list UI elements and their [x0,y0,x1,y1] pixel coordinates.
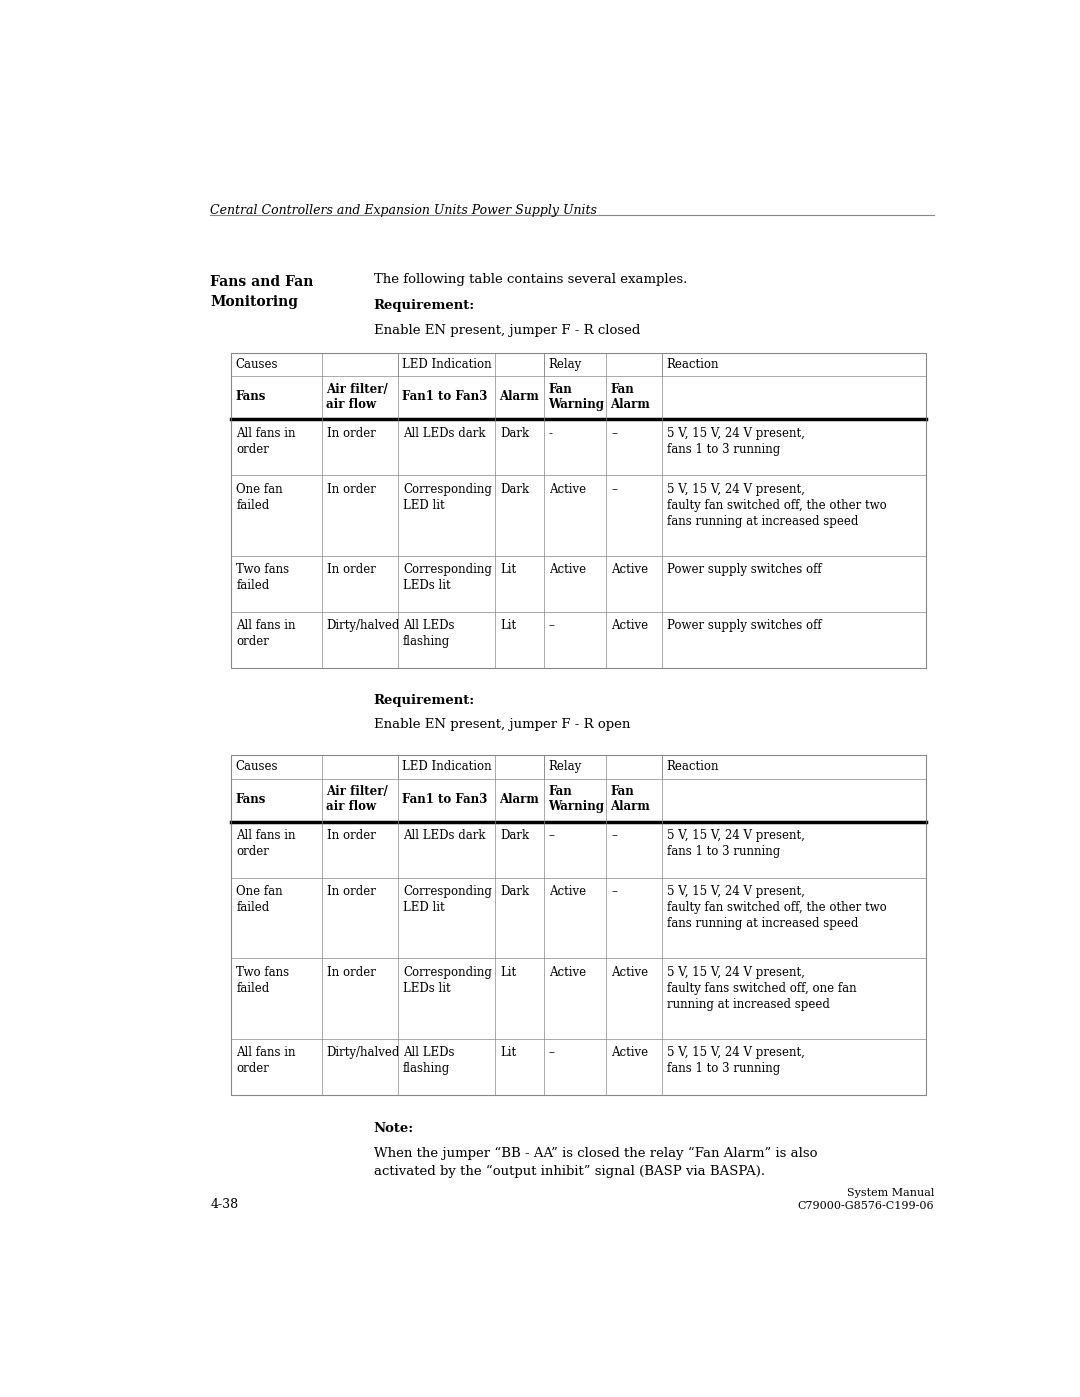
Text: Fan1 to Fan3: Fan1 to Fan3 [402,792,487,806]
Text: Relay: Relay [548,358,581,372]
Text: In order: In order [326,886,376,898]
Bar [231,352,926,668]
Text: In order: In order [326,483,376,496]
Text: Air filter/
air flow: Air filter/ air flow [326,383,388,411]
Text: Enable EN present, jumper F - R closed: Enable EN present, jumper F - R closed [374,324,640,337]
Text: Reaction: Reaction [666,358,718,372]
Text: Active: Active [549,563,586,577]
Text: –: – [549,1046,555,1059]
Text: Lit: Lit [500,965,516,979]
Text: Central Controllers and Expansion Units Power Supply Units: Central Controllers and Expansion Units … [211,204,597,217]
Text: Alarm: Alarm [499,390,539,404]
Text: 5 V, 15 V, 24 V present,
fans 1 to 3 running: 5 V, 15 V, 24 V present, fans 1 to 3 run… [667,427,805,455]
Text: Corresponding
LED lit: Corresponding LED lit [403,483,491,511]
Text: Relay: Relay [548,760,581,774]
Text: Fan
Warning: Fan Warning [548,383,604,411]
Text: Fans and Fan
Monitoring: Fans and Fan Monitoring [211,275,313,309]
Text: In order: In order [326,427,376,440]
Text: –: – [611,830,618,842]
Text: All LEDs dark: All LEDs dark [403,427,486,440]
Text: Active: Active [611,619,649,633]
Text: Power supply switches off: Power supply switches off [667,619,822,633]
Text: Causes: Causes [235,760,278,774]
Text: In order: In order [326,965,376,979]
Text: The following table contains several examples.: The following table contains several exa… [374,272,687,286]
Text: –: – [549,830,555,842]
Text: Dark: Dark [500,427,529,440]
Text: Active: Active [549,886,586,898]
Text: Dark: Dark [500,483,529,496]
Text: Active: Active [611,563,649,577]
Text: Lit: Lit [500,1046,516,1059]
Text: Requirement:: Requirement: [374,299,475,312]
Text: All fans in
order: All fans in order [237,427,296,455]
Text: All LEDs dark: All LEDs dark [403,830,486,842]
Text: Active: Active [549,483,586,496]
Text: Reaction: Reaction [666,760,718,774]
Text: Power supply switches off: Power supply switches off [667,563,822,577]
Text: Dark: Dark [500,830,529,842]
Text: Dirty/halved: Dirty/halved [326,619,400,633]
Text: When the jumper “BB - AA” is closed the relay “Fan Alarm” is also
activated by t: When the jumper “BB - AA” is closed the … [374,1147,818,1178]
Text: All fans in
order: All fans in order [237,830,296,858]
Text: Active: Active [549,965,586,979]
Text: Fan
Alarm: Fan Alarm [610,383,650,411]
Text: All LEDs
flashing: All LEDs flashing [403,619,455,648]
Text: Active: Active [611,965,649,979]
Text: Fan
Warning: Fan Warning [548,785,604,813]
Text: Fan1 to Fan3: Fan1 to Fan3 [402,390,487,404]
Text: Lit: Lit [500,619,516,633]
Text: One fan
failed: One fan failed [237,886,283,914]
Text: Note:: Note: [374,1122,414,1134]
Text: Enable EN present, jumper F - R open: Enable EN present, jumper F - R open [374,718,630,732]
Text: Alarm: Alarm [499,792,539,806]
Text: Two fans
failed: Two fans failed [237,563,289,592]
Text: Corresponding
LEDs lit: Corresponding LEDs lit [403,965,491,995]
Text: System Manual
C79000-G8576-C199-06: System Manual C79000-G8576-C199-06 [798,1187,934,1211]
Bar [231,754,926,1095]
Text: Fan
Alarm: Fan Alarm [610,785,650,813]
Text: All fans in
order: All fans in order [237,1046,296,1076]
Text: Air filter/
air flow: Air filter/ air flow [326,785,388,813]
Text: Corresponding
LEDs lit: Corresponding LEDs lit [403,563,491,592]
Text: LED Indication: LED Indication [402,358,491,372]
Text: Dirty/halved: Dirty/halved [326,1046,400,1059]
Text: –: – [611,427,618,440]
Text: Two fans
failed: Two fans failed [237,965,289,995]
Text: 5 V, 15 V, 24 V present,
fans 1 to 3 running: 5 V, 15 V, 24 V present, fans 1 to 3 run… [667,1046,805,1076]
Text: Corresponding
LED lit: Corresponding LED lit [403,886,491,914]
Text: -: - [549,427,553,440]
Text: 5 V, 15 V, 24 V present,
faulty fans switched off, one fan
running at increased : 5 V, 15 V, 24 V present, faulty fans swi… [667,965,856,1011]
Text: In order: In order [326,830,376,842]
Text: Fans: Fans [235,390,266,404]
Text: Fans: Fans [235,792,266,806]
Text: –: – [611,483,618,496]
Text: Active: Active [611,1046,649,1059]
Text: Dark: Dark [500,886,529,898]
Text: 5 V, 15 V, 24 V present,
faulty fan switched off, the other two
fans running at : 5 V, 15 V, 24 V present, faulty fan swit… [667,886,887,930]
Text: LED Indication: LED Indication [402,760,491,774]
Text: All fans in
order: All fans in order [237,619,296,648]
Text: 5 V, 15 V, 24 V present,
faulty fan switched off, the other two
fans running at : 5 V, 15 V, 24 V present, faulty fan swit… [667,483,887,528]
Text: In order: In order [326,563,376,577]
Text: Lit: Lit [500,563,516,577]
Text: Causes: Causes [235,358,278,372]
Text: 4-38: 4-38 [211,1199,239,1211]
Text: One fan
failed: One fan failed [237,483,283,511]
Text: All LEDs
flashing: All LEDs flashing [403,1046,455,1076]
Text: –: – [549,619,555,633]
Text: –: – [611,886,618,898]
Text: 5 V, 15 V, 24 V present,
fans 1 to 3 running: 5 V, 15 V, 24 V present, fans 1 to 3 run… [667,830,805,858]
Text: Requirement:: Requirement: [374,694,475,707]
